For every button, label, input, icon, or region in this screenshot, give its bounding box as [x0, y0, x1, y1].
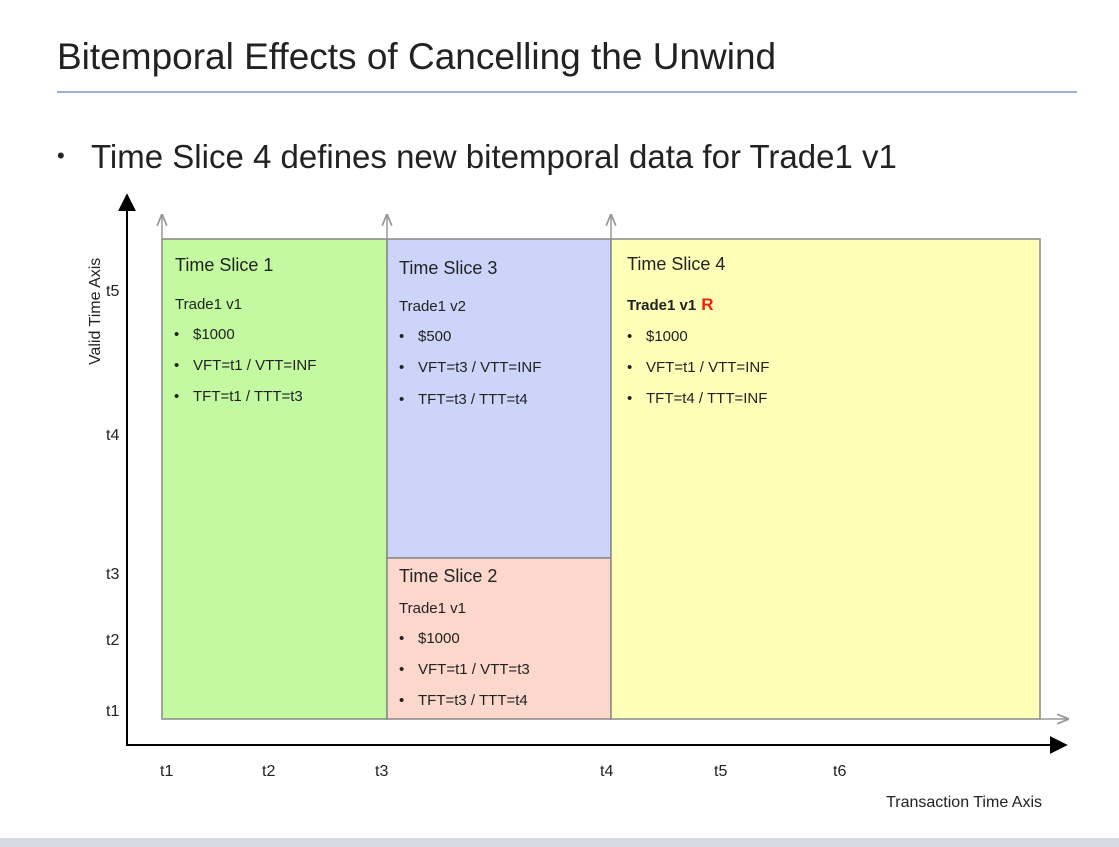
- slice-item: $1000: [418, 630, 460, 647]
- y-tick-t1: t1: [106, 703, 119, 720]
- time-slice-2-content: Time Slice 2 Trade1 v1 • $1000 • VFT=t1 …: [399, 566, 530, 709]
- time-slice-1-content: Time Slice 1 Trade1 v1 • $1000 • VFT=t1 …: [174, 255, 316, 405]
- slice-item: VFT=t3 / VTT=INF: [418, 359, 541, 376]
- slice-item: $500: [418, 328, 451, 345]
- x-tick-t2: t2: [262, 763, 275, 780]
- slice-trade: Trade1 v1 R: [627, 295, 714, 314]
- time-slice-3-box: [386, 238, 612, 559]
- slice-item: VFT=t1 / VTT=INF: [646, 359, 769, 376]
- slice-item: $1000: [193, 326, 235, 343]
- footer-band: [0, 838, 1119, 847]
- slice-item: $1000: [646, 328, 688, 345]
- time-slice-4-box: [610, 238, 1041, 720]
- slice-bullet: •: [627, 390, 632, 407]
- slice-bullet: •: [627, 328, 632, 345]
- slice-title: Time Slice 4: [627, 254, 725, 274]
- slice-bullet: •: [174, 357, 179, 374]
- slice-bullet: •: [399, 359, 404, 376]
- slice-bullet: •: [399, 661, 404, 678]
- x-tick-t3: t3: [375, 763, 388, 780]
- y-tick-t5: t5: [106, 283, 119, 300]
- y-tick-t3: t3: [106, 566, 119, 583]
- slice-bullet: •: [399, 630, 404, 647]
- slice-trade: Trade1 v1: [175, 296, 242, 313]
- x-tick-t6: t6: [833, 763, 846, 780]
- slice-trade-name: Trade1 v1: [627, 297, 696, 314]
- x-tick-t1: t1: [160, 763, 173, 780]
- slice-item: TFT=t4 / TTT=INF: [646, 390, 767, 407]
- bullet-text: Time Slice 4 defines new bitemporal data…: [91, 138, 897, 175]
- slice-item: TFT=t1 / TTT=t3: [193, 388, 303, 405]
- slice-trade: Trade1 v1: [399, 600, 466, 617]
- title-divider: [57, 91, 1077, 93]
- slice-title: Time Slice 1: [175, 255, 273, 275]
- slice-title: Time Slice 3: [399, 258, 497, 278]
- x-tick-t5: t5: [714, 763, 727, 780]
- slice-bullet: •: [399, 692, 404, 709]
- slice-bullet: •: [399, 391, 404, 408]
- slice-title: Time Slice 2: [399, 566, 497, 586]
- x-tick-t4: t4: [600, 763, 613, 780]
- bullet-point: • Time Slice 4 defines new bitemporal dat…: [57, 138, 897, 176]
- time-slice-4-content: Time Slice 4 Trade1 v1 R • $1000 • VFT=t1…: [627, 254, 769, 407]
- y-tick-t2: t2: [106, 632, 119, 649]
- slice-item: VFT=t1 / VTT=INF: [193, 357, 316, 374]
- y-axis-label: Valid Time Axis: [87, 258, 104, 365]
- slice-bullet: •: [399, 328, 404, 345]
- x-axis-label: Transaction Time Axis: [886, 794, 1042, 811]
- slice-item: TFT=t3 / TTT=t4: [418, 692, 528, 709]
- y-tick-t4: t4: [106, 427, 119, 444]
- bullet-marker: •: [57, 143, 65, 169]
- time-slice-1-box: [161, 238, 388, 720]
- slice-bullet: •: [174, 388, 179, 405]
- slice-bullet: •: [627, 359, 632, 376]
- slice-bullet: •: [174, 326, 179, 343]
- time-slice-3-content: Time Slice 3 Trade1 v2 • $500 • VFT=t3 /…: [399, 258, 541, 408]
- restated-flag: R: [701, 295, 713, 314]
- slice-trade: Trade1 v2: [399, 298, 466, 315]
- time-slice-2-box: [386, 557, 612, 720]
- slide-title: Bitemporal Effects of Cancelling the Unw…: [57, 36, 777, 77]
- slice-item: VFT=t1 / VTT=t3: [418, 661, 530, 678]
- slice-item: TFT=t3 / TTT=t4: [418, 391, 528, 408]
